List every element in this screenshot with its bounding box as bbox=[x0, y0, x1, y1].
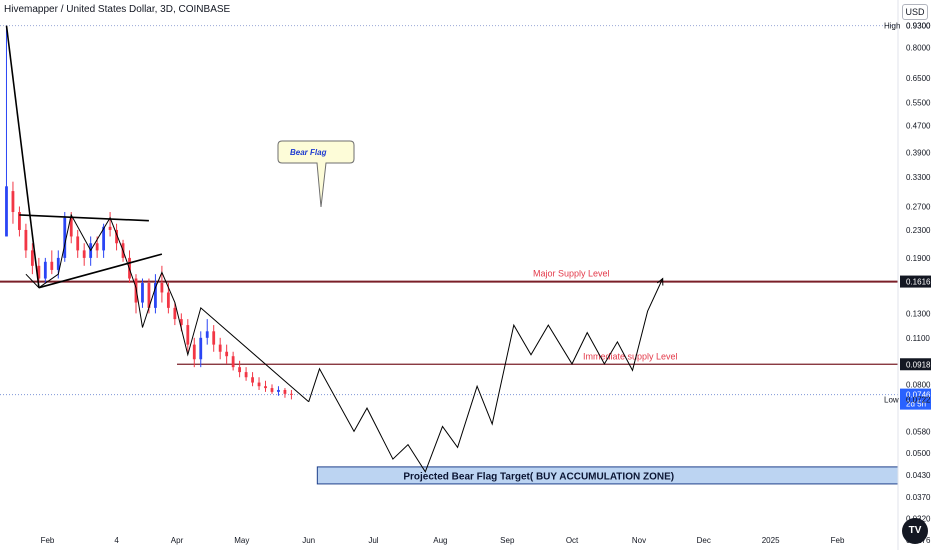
time-tick-label: Jun bbox=[302, 536, 315, 545]
candle-body bbox=[24, 229, 28, 251]
candle-body bbox=[225, 351, 229, 357]
price-tick-label: 0.0370 bbox=[906, 493, 931, 502]
candle-body bbox=[108, 226, 112, 230]
candle-body bbox=[179, 319, 183, 326]
symbol-title: Hivemapper / United States Dollar, 3D, C… bbox=[4, 4, 231, 15]
candle-body bbox=[115, 229, 118, 244]
price-tick-label: 0.0500 bbox=[906, 449, 931, 458]
bear-flag-callout bbox=[277, 140, 355, 208]
price-tag-value: 0.0918 bbox=[906, 360, 931, 369]
flag-zigzag-path bbox=[25, 213, 310, 403]
candle-body bbox=[212, 331, 216, 345]
candle-body bbox=[251, 377, 254, 383]
time-tick-label: Sep bbox=[500, 536, 515, 545]
flag-lower-line bbox=[38, 253, 163, 289]
price-tick-label: 0.1300 bbox=[906, 309, 931, 318]
price-tag-value: 0.0722 bbox=[906, 395, 931, 404]
price-tick-label: 0.0580 bbox=[906, 427, 931, 436]
flagpole-line bbox=[5, 25, 40, 288]
candle-body bbox=[277, 389, 280, 392]
price-tag-value: 0.1616 bbox=[906, 278, 931, 287]
candle-body bbox=[173, 307, 177, 320]
candle-body bbox=[264, 386, 267, 389]
candle-body bbox=[192, 344, 196, 360]
candle-body bbox=[82, 250, 86, 258]
current-price-tag-box bbox=[900, 388, 931, 410]
candle-body bbox=[244, 372, 248, 378]
candle-body bbox=[147, 283, 151, 308]
price-tick-label: 0.6500 bbox=[906, 74, 931, 83]
candle-body bbox=[69, 217, 73, 237]
price-tick-label: 0.5500 bbox=[906, 98, 931, 107]
candle-body bbox=[160, 283, 164, 293]
candle-body bbox=[238, 367, 242, 373]
bar-countdown: 2d 5h bbox=[906, 400, 926, 409]
target-zone-label: Projected Bear Flag Target( BUY ACCUMULA… bbox=[403, 471, 674, 482]
candle-body bbox=[141, 283, 144, 303]
candle-body bbox=[30, 250, 34, 266]
price-tick-label: 0.8000 bbox=[906, 44, 931, 53]
price-tick-label: 0.4700 bbox=[906, 121, 931, 130]
time-tick-label: Feb bbox=[41, 536, 55, 545]
currency-button[interactable]: USD bbox=[902, 4, 928, 20]
price-tick-label: 0.9300 bbox=[906, 22, 931, 31]
price-tick-label: 0.1900 bbox=[906, 254, 931, 263]
time-tick-label: Oct bbox=[566, 536, 579, 545]
supply-level-label: Major Supply Level bbox=[533, 269, 610, 279]
bear-flag-label: Bear Flag bbox=[290, 148, 327, 157]
candle-body bbox=[63, 217, 67, 258]
supply-level-label: Immediate supply Level bbox=[583, 351, 678, 361]
price-tag-label: Low bbox=[884, 395, 899, 404]
candle-body bbox=[218, 344, 222, 352]
price-tick-label: 0.2300 bbox=[906, 226, 931, 235]
price-tag-value: 0.9300 bbox=[906, 22, 931, 31]
candle-body bbox=[166, 292, 170, 308]
candle-body bbox=[76, 236, 80, 251]
time-tick-label: Feb bbox=[831, 536, 845, 545]
time-tick-label: Nov bbox=[632, 536, 646, 545]
candle-body bbox=[270, 388, 274, 392]
time-tick-label: 2025 bbox=[762, 536, 780, 545]
candle-body bbox=[11, 191, 15, 213]
price-tick-label: 0.3900 bbox=[906, 149, 931, 158]
price-tick-label: 0.1100 bbox=[906, 334, 930, 343]
candle-body bbox=[102, 226, 106, 251]
price-tag-label: High bbox=[884, 22, 900, 31]
candle-body bbox=[290, 393, 293, 395]
time-tick-label: Dec bbox=[697, 536, 711, 545]
candle-body bbox=[95, 243, 99, 251]
candle-body bbox=[43, 261, 47, 279]
price-tick-label: 0.0430 bbox=[906, 471, 931, 480]
candle-body bbox=[283, 389, 287, 394]
time-tick-label: Apr bbox=[171, 536, 184, 545]
price-tick-label: 0.3300 bbox=[906, 173, 931, 182]
time-tick-label: Aug bbox=[433, 536, 447, 545]
time-tick-label: 4 bbox=[114, 536, 119, 545]
price-axis-background bbox=[898, 0, 932, 550]
candle-body bbox=[257, 382, 261, 387]
candle-body bbox=[199, 337, 203, 360]
price-tick-label: 0.2700 bbox=[906, 203, 931, 212]
candle-body bbox=[18, 212, 21, 230]
candle-body bbox=[231, 356, 235, 368]
candle-body bbox=[56, 257, 60, 270]
candle-body bbox=[37, 265, 41, 279]
current-price-value: 0.0746 bbox=[906, 391, 931, 400]
price-tag-box bbox=[900, 275, 931, 288]
candle-body bbox=[154, 283, 157, 308]
flag-upper-line bbox=[19, 214, 149, 222]
price-tag-box bbox=[900, 358, 931, 371]
time-tick-label: Jul bbox=[368, 536, 378, 545]
time-tick-label: May bbox=[234, 536, 249, 545]
candle-body bbox=[5, 186, 8, 237]
candle-body bbox=[186, 325, 190, 345]
projection-arrowhead bbox=[656, 277, 664, 286]
candle-body bbox=[50, 261, 54, 270]
tradingview-logo-icon[interactable]: TV bbox=[902, 518, 928, 544]
candle-body bbox=[205, 331, 209, 338]
price-tick-label: 0.0800 bbox=[906, 380, 931, 389]
projection-path bbox=[308, 278, 664, 473]
